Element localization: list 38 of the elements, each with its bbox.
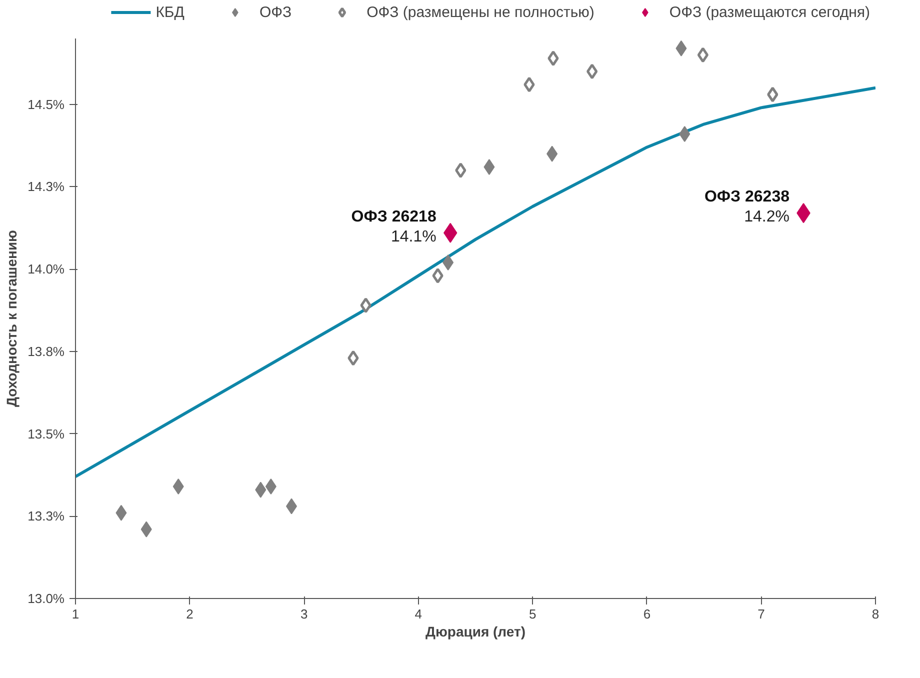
x-tick-label: 8: [872, 606, 880, 622]
x-tick-label: 4: [414, 606, 422, 622]
point: [432, 268, 444, 284]
y-tick-label: 14.5%: [28, 96, 65, 112]
legend-label: ОФЗ: [259, 4, 292, 20]
legend-label: ОФЗ (размещены не полностью): [366, 4, 594, 20]
y-tick-label: 13.8%: [28, 344, 65, 359]
line-series: [76, 86, 876, 478]
y-axis-title: Доходность к погашению: [4, 230, 20, 407]
point: [360, 298, 372, 314]
x-tick-label: 1: [72, 606, 80, 622]
y-tick-label: 13.0%: [28, 591, 65, 606]
point: [767, 86, 778, 102]
annotation: ОФЗ 26238: [704, 188, 790, 206]
y-tick-label: 14.0%: [28, 262, 65, 277]
x-tick-label: 3: [300, 606, 308, 622]
x-tick-label: 7: [758, 606, 765, 622]
point: [172, 478, 184, 494]
y-tick-label: 13.5%: [28, 426, 65, 442]
data-label: 14.1%: [390, 228, 436, 246]
point: [442, 254, 454, 270]
data-label: 14.2%: [744, 208, 790, 226]
point: [524, 76, 535, 92]
x-tick-label: 5: [529, 606, 536, 622]
annotation: ОФЗ 26218: [351, 208, 436, 226]
y-tick-label: 14.3%: [28, 179, 65, 194]
y-tick-label: 13.3%: [28, 508, 65, 524]
point: [586, 64, 598, 80]
point: [548, 50, 559, 66]
x-axis-title: Дюрация (лет): [425, 624, 526, 640]
legend-label: ОФЗ (размещаются сегодня): [669, 4, 870, 20]
x-tick-label: 2: [186, 606, 194, 622]
point: [697, 47, 709, 63]
point: [265, 478, 276, 494]
x-tick-label: 6: [643, 606, 651, 622]
point: [455, 162, 466, 178]
legend-label: КБД: [156, 4, 184, 20]
point: [348, 350, 359, 366]
